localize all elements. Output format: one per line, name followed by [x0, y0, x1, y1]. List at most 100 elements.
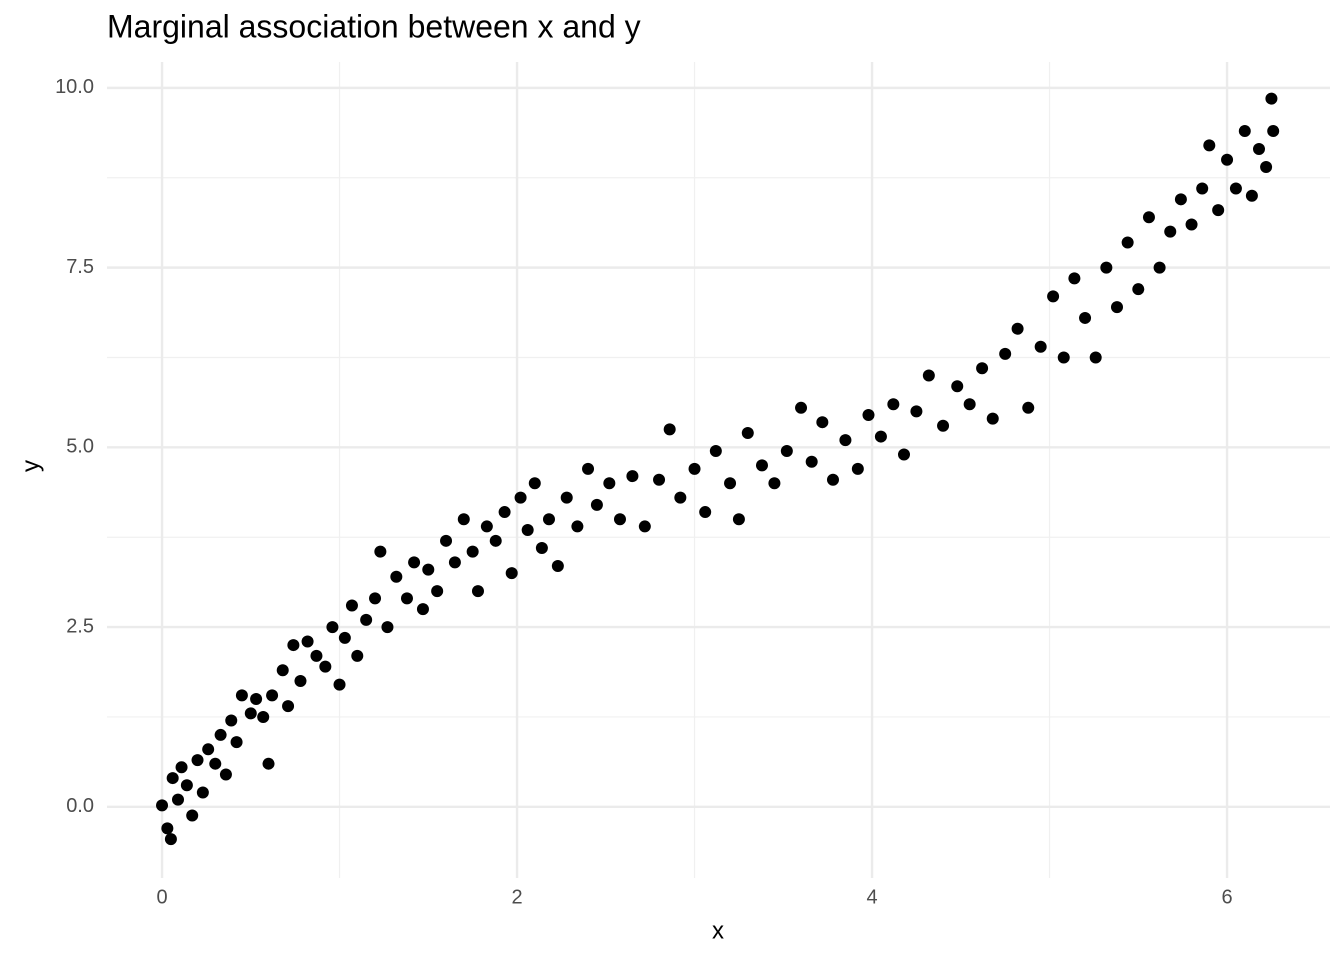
- point: [638, 520, 651, 533]
- point: [466, 545, 479, 558]
- point: [164, 833, 177, 846]
- y-tick-label: 5.0: [66, 436, 94, 458]
- point: [999, 347, 1012, 360]
- point: [551, 559, 564, 572]
- point: [626, 470, 639, 483]
- point: [360, 613, 373, 626]
- point: [1267, 125, 1280, 138]
- point: [369, 592, 382, 605]
- point: [282, 700, 295, 713]
- point: [390, 570, 403, 583]
- points: [156, 92, 1280, 846]
- point: [400, 592, 413, 605]
- point: [887, 398, 900, 411]
- x-tick-label: 6: [1221, 886, 1232, 908]
- point: [986, 412, 999, 425]
- point: [244, 707, 257, 720]
- point: [603, 477, 616, 490]
- point: [1110, 301, 1123, 314]
- point: [250, 692, 263, 705]
- point: [528, 477, 541, 490]
- point: [345, 599, 358, 612]
- point: [1068, 272, 1081, 285]
- point: [613, 513, 626, 526]
- point: [408, 556, 421, 569]
- point: [755, 459, 768, 472]
- point: [191, 754, 204, 767]
- point: [471, 585, 484, 598]
- point: [826, 473, 839, 486]
- point: [1238, 125, 1251, 138]
- point: [674, 491, 687, 504]
- point: [180, 779, 193, 792]
- point: [795, 401, 808, 414]
- point: [839, 434, 852, 447]
- point: [230, 736, 243, 749]
- point: [235, 689, 248, 702]
- point: [175, 761, 188, 774]
- point: [1011, 322, 1024, 335]
- point: [542, 513, 555, 526]
- point: [1079, 311, 1092, 324]
- point: [257, 710, 270, 723]
- point: [338, 631, 351, 644]
- point: [1164, 225, 1177, 238]
- point: [1047, 290, 1060, 303]
- point: [590, 498, 603, 511]
- point: [196, 786, 209, 799]
- point: [422, 563, 435, 576]
- point: [209, 757, 222, 770]
- point: [976, 362, 989, 375]
- y-tick-label: 7.5: [66, 256, 94, 278]
- point: [1229, 182, 1242, 195]
- point: [724, 477, 737, 490]
- point: [780, 444, 793, 457]
- point: [489, 534, 502, 547]
- point: [1245, 189, 1258, 202]
- point: [571, 520, 584, 533]
- point: [166, 772, 179, 785]
- point: [1057, 351, 1070, 364]
- point: [1265, 92, 1278, 105]
- point: [1100, 261, 1113, 274]
- point: [381, 621, 394, 634]
- point: [416, 603, 429, 616]
- point: [431, 585, 444, 598]
- point: [301, 635, 314, 648]
- point: [732, 513, 745, 526]
- point: [922, 369, 935, 382]
- grid: [107, 62, 1330, 878]
- y-tick-label: 10.0: [55, 76, 94, 98]
- point: [186, 809, 199, 822]
- point: [202, 743, 215, 756]
- point: [1121, 236, 1134, 249]
- point: [1252, 142, 1265, 155]
- point: [294, 675, 307, 688]
- point: [816, 416, 829, 429]
- point: [1132, 283, 1145, 296]
- point: [560, 491, 573, 504]
- point: [440, 534, 453, 547]
- point: [333, 678, 346, 691]
- point: [505, 567, 518, 580]
- point: [1212, 204, 1225, 217]
- point: [1185, 218, 1198, 231]
- point: [1203, 139, 1216, 152]
- point: [768, 477, 781, 490]
- x-tick-label: 4: [866, 886, 877, 908]
- point: [351, 649, 364, 662]
- point: [457, 513, 470, 526]
- point: [521, 524, 534, 537]
- point: [1022, 401, 1035, 414]
- point: [874, 430, 887, 443]
- point: [1221, 153, 1234, 166]
- y-axis-title: y: [17, 460, 44, 472]
- point: [310, 649, 323, 662]
- point: [262, 757, 275, 770]
- point: [688, 462, 701, 475]
- point: [1174, 193, 1187, 206]
- point: [514, 491, 527, 504]
- point: [699, 506, 712, 519]
